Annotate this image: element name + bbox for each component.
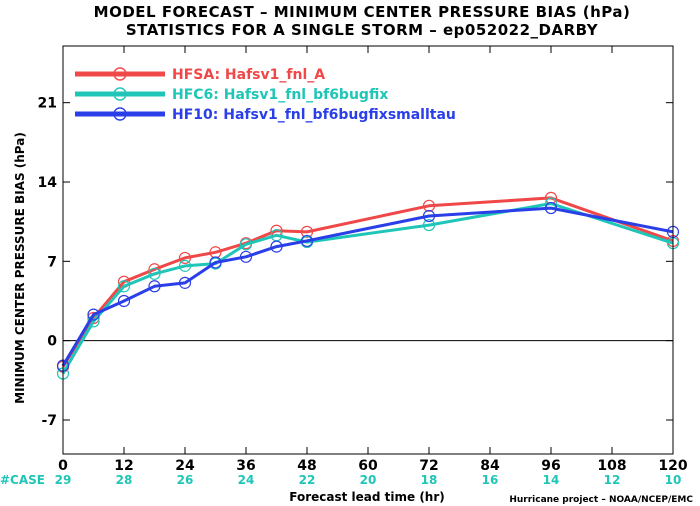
case-count: 22 [299, 473, 316, 487]
series-line [61, 196, 674, 368]
y-tick-label: 7 [47, 254, 57, 270]
legend-label: HFC6: Hafsv1_fnl_bf6bugfix [172, 87, 388, 103]
x-tick-label: 120 [658, 458, 687, 474]
series-point [422, 209, 436, 223]
series-line [61, 206, 674, 367]
chart-title: MODEL FORECAST – MINIMUM CENTER PRESSURE… [94, 3, 631, 21]
legend-marker [113, 87, 127, 101]
y-tick-label: 14 [38, 175, 58, 191]
series-point [209, 256, 222, 269]
case-count-row: #CASE 29 28 26 24 22 20 18 16 14 12 10 [0, 473, 681, 487]
series-point [422, 218, 436, 232]
series-line [61, 202, 674, 375]
y-tick-label: 0 [47, 334, 57, 350]
x-tick-label: 108 [597, 458, 626, 474]
series-point [300, 234, 314, 248]
series-point [148, 280, 161, 293]
legend-marker [113, 67, 127, 81]
x-tick-label: 72 [419, 458, 438, 474]
legend-label: HF10: Hafsv1_fnl_bf6bugfixsmalltau [172, 107, 456, 123]
x-tick-label: 36 [236, 458, 255, 474]
case-count: 24 [238, 473, 255, 487]
case-count: 29 [55, 473, 72, 487]
case-count: 18 [421, 473, 438, 487]
legend: HFSA: Hafsv1_fnl_A HFC6: Hafsv1_fnl_bf6bu… [75, 67, 456, 123]
x-tick-label: 84 [480, 458, 500, 474]
series-point [544, 201, 558, 215]
series-point [178, 251, 192, 265]
series-point [117, 294, 131, 308]
series-point [178, 276, 192, 289]
x-tick-label: 48 [297, 458, 316, 474]
y-axis-label: MINIMUM CENTER PRESSURE BIAS (hPa) [13, 132, 27, 404]
series-point [239, 250, 253, 263]
case-count: 12 [604, 473, 621, 487]
y-tick-label: 21 [38, 96, 57, 112]
series-layer [56, 191, 680, 380]
series-point [422, 199, 436, 212]
series-point [148, 267, 161, 280]
x-tick-label: 24 [175, 458, 195, 474]
x-tick-label: 96 [541, 458, 560, 474]
series-point [270, 240, 283, 253]
case-label: #CASE [0, 473, 45, 487]
x-tick-label: 0 [58, 458, 68, 474]
case-count: 10 [665, 473, 682, 487]
legend-label: HFSA: Hafsv1_fnl_A [172, 67, 325, 83]
case-count: 14 [543, 473, 560, 487]
x-axis-label: Forecast lead time (hr) [289, 490, 445, 504]
series-point [300, 225, 314, 238]
series-point [117, 280, 131, 293]
series-point [87, 308, 100, 321]
credit-text: Hurricane project – NOAA/NCEP/EMC [509, 495, 693, 505]
legend-marker [113, 107, 127, 121]
case-count: 26 [177, 473, 194, 487]
series-point [239, 238, 253, 251]
x-tick-label: 60 [358, 458, 378, 474]
chart-subtitle: STATISTICS FOR A SINGLE STORM – ep052022… [126, 21, 599, 39]
y-tick-label: -7 [41, 413, 57, 429]
series-point [178, 259, 192, 272]
plot-frame [62, 45, 674, 455]
case-count: 20 [360, 473, 377, 487]
y-axis-ticks: -7 0 7 14 21 [38, 96, 673, 429]
x-tick-label: 12 [114, 458, 133, 474]
case-count: 28 [116, 473, 133, 487]
case-count: 16 [482, 473, 499, 487]
